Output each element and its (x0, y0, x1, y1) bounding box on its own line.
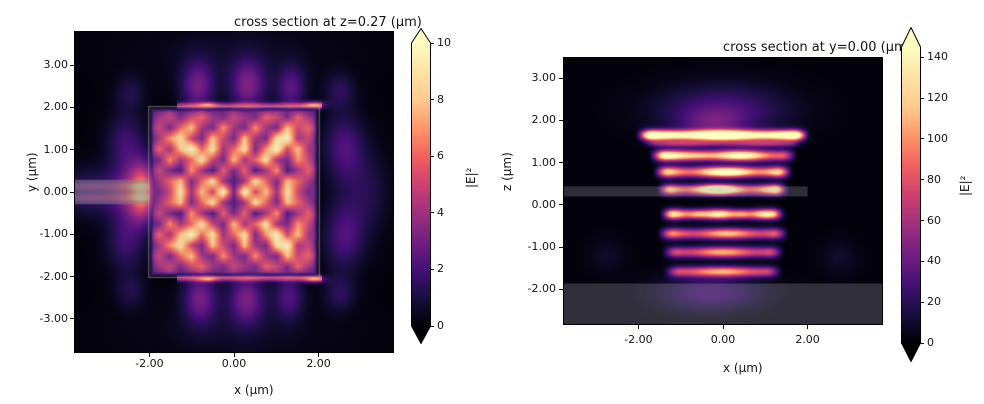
colorbar-tick-mark (920, 138, 924, 140)
y-tick-label: 0.00 (531, 197, 557, 211)
colorbar-tick-mark (920, 97, 924, 99)
y-tick-mark (70, 233, 74, 235)
x-tick-mark (148, 353, 150, 357)
y-tick-mark (559, 162, 563, 164)
x-tick-mark (318, 353, 320, 357)
colorbar-tick-label: 140 (927, 50, 948, 64)
y-tick-label: -2.00 (527, 282, 556, 296)
y-tick-mark (70, 64, 74, 66)
y-tick-label: 1.00 (43, 142, 69, 156)
colorbar-tick-label: 8 (437, 92, 444, 106)
y-tick-label: 3.00 (531, 71, 557, 85)
colorbar-tick-label: 120 (927, 91, 948, 105)
colorbar-tick-mark (920, 342, 924, 344)
x-tick-mark (807, 325, 809, 329)
colorbar-tick-mark (920, 301, 924, 303)
y-tick-mark (70, 318, 74, 320)
y-tick-mark (559, 288, 563, 290)
x-tick-mark (637, 325, 639, 329)
heatmap-canvas-xy (75, 32, 393, 352)
x-tick-label: 0.00 (221, 357, 247, 370)
colorbar-tick-mark (430, 325, 434, 327)
y-tick-label: 2.00 (531, 113, 557, 127)
colorbar-tick-mark (920, 260, 924, 262)
colorbar-tick-label: 6 (437, 149, 444, 163)
x-tick-mark (233, 353, 235, 357)
y-tick-label: -1.00 (527, 240, 556, 254)
x-tick-label: -2.00 (624, 333, 653, 346)
colorbar-tick-label: 20 (927, 295, 941, 309)
colorbar-tick-label: 2 (437, 262, 444, 276)
colorbar-tick-mark (430, 212, 434, 214)
x-tick-label: 2.00 (795, 333, 820, 346)
colorbar-tick-label: 4 (437, 205, 444, 219)
left-colorbar (411, 28, 431, 344)
y-tick-mark (559, 204, 563, 206)
x-tick-label: 2.00 (306, 357, 331, 370)
y-tick-mark (70, 276, 74, 278)
y-tick-label: 0.00 (43, 185, 69, 198)
colorbar-tick-mark (430, 155, 434, 157)
colorbar-tick-label: 100 (927, 131, 948, 145)
y-tick-label: 2.00 (43, 100, 69, 114)
y-tick-label: -2.00 (39, 269, 68, 283)
colorbar-tick-mark (920, 179, 924, 181)
x-tick-label: 0.00 (710, 333, 736, 346)
y-tick-label: -3.00 (39, 311, 68, 325)
colorbar-tick-mark (430, 42, 434, 44)
y-tick-label: -1.00 (39, 227, 68, 241)
y-tick-mark (70, 149, 74, 151)
colorbar-tick-label: 10 (437, 36, 451, 49)
x-tick-mark (722, 325, 724, 329)
colorbar-tick-mark (920, 56, 924, 58)
y-tick-label: 1.00 (531, 155, 557, 169)
y-tick-mark (70, 191, 74, 193)
heatmap-canvas-xz (564, 58, 882, 324)
colorbar-tick-label: 60 (927, 213, 941, 227)
y-tick-mark (70, 106, 74, 108)
y-tick-mark (559, 119, 563, 121)
colorbar-tick-label: 80 (927, 172, 941, 186)
colorbar-tick-mark (430, 99, 434, 101)
colorbar-tick-label: 0 (927, 336, 934, 349)
colorbar-tick-label: 40 (927, 254, 941, 268)
colorbar-tick-mark (430, 268, 434, 270)
right-colorbar (901, 27, 921, 362)
colorbar-tick-mark (920, 220, 924, 222)
y-tick-mark (559, 77, 563, 79)
x-tick-label: -2.00 (135, 357, 164, 370)
y-tick-mark (559, 246, 563, 248)
y-tick-label: 3.00 (43, 58, 69, 72)
colorbar-tick-label: 0 (437, 319, 444, 332)
